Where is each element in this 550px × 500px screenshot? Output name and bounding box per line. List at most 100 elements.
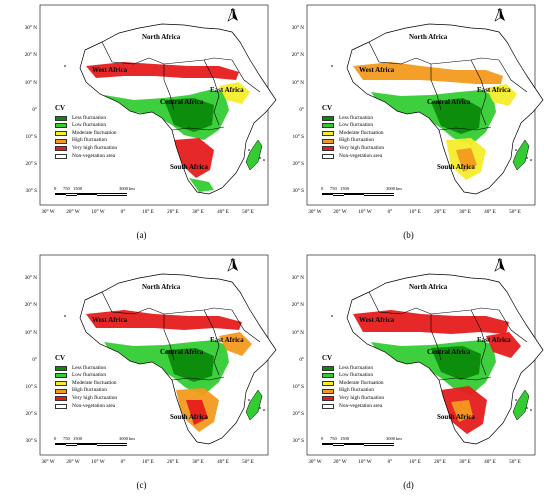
region-label-east: East Africa [477,86,511,94]
legend-swatch [55,131,67,137]
lat-label: 30° N [291,25,304,31]
vegetation-region [189,178,214,192]
island-dot [248,399,250,401]
legend-swatch [55,388,67,394]
lon-label: 10° E [142,459,154,465]
lon-label: 10° W [91,209,105,215]
legend-label: High fluctuation [339,387,374,394]
north-arrow-icon [494,257,505,272]
scale-label: 1500 [73,186,82,191]
vegetation-region [219,332,252,356]
lon-label: 50° E [509,459,521,465]
lat-label: 30° S [25,188,37,194]
legend-item: Non-vegetation area [322,403,384,411]
legend-label: Non-vegetation area [339,402,383,409]
legend-item: Less fluctuation [55,115,117,123]
legend-item: Low fluctuation [322,372,384,380]
lon-label: 0° [387,209,393,215]
lon-label: 10° W [358,209,372,215]
legend-swatch [55,123,67,129]
lon-label: 10° E [409,459,421,465]
lat-label: 20° S [25,411,37,417]
legend-label: Less fluctuation [72,114,106,121]
region-boundary [231,59,261,93]
legend-label: Less fluctuation [339,114,373,121]
legend-item: Less fluctuation [55,365,117,373]
island-dot [263,159,265,161]
scale-segment [364,193,394,196]
legend-label: Low fluctuation [339,122,373,129]
vegetation-region [164,98,214,132]
legend: CV Less fluctuation Low fluctuation Moderat… [55,354,118,410]
legend-item: Very high fluctuation [55,145,117,153]
continent-outline [79,23,277,195]
north-arrow-icon [227,257,238,272]
scale-segment [322,443,333,445]
legend-label: Non-vegetation area [72,152,116,159]
legend-item: Non-vegetation area [322,153,384,161]
north-arrow-icon [494,7,505,22]
legend-item: Low fluctuation [322,122,384,130]
region-boundary [498,59,528,93]
north-arrow: N [494,257,506,272]
legend-swatch [55,115,67,121]
legend-label: Low fluctuation [72,122,106,129]
lon-label: 20° W [333,459,347,465]
legend-swatch [322,396,334,402]
region-boundary [171,126,225,131]
legend-swatch [55,381,67,387]
region-label-south: South Africa [170,163,208,171]
lat-label: 10° N [24,330,37,336]
region-boundary [430,64,442,111]
madagascar [245,139,263,171]
lon-label: 20° E [434,459,446,465]
legend-label: Very high fluctuation [72,394,118,401]
region-boundary [163,314,175,361]
region-label-east: East Africa [210,86,244,94]
africa-map [306,4,544,206]
lat-label: 10° N [291,80,304,86]
scale-label: km [396,186,402,191]
scale-label: 750 [63,186,70,191]
scale-label: 0 [54,186,57,191]
island-dot [263,409,265,411]
legend-label: Low fluctuation [72,372,106,379]
lon-label: 40° E [484,459,496,465]
region-boundary [438,126,492,131]
legend-swatch [322,138,334,144]
scale-label: 3000 [386,186,395,191]
lon-label: 30° E [459,459,471,465]
vegetation-region [486,84,517,106]
legend-swatch [55,373,67,379]
lat-label: 0° [32,357,37,363]
scale-label: 3000 [386,436,395,441]
vegetation-region [86,62,239,80]
scale-label: 0 [321,186,324,191]
island-dot [515,399,517,401]
north-arrow: N [227,257,239,272]
legend-item: Moderate fluctuation [322,130,384,138]
lon-label: 50° E [242,459,254,465]
lat-label: 30° S [25,438,37,444]
vegetation-region [431,346,481,380]
region-boundary [498,309,528,343]
scale-bar: 0 750 1500 3000 km [321,186,404,198]
region-label-south: South Africa [437,163,475,171]
lat-label: 30° N [291,275,304,281]
scale-segment [322,193,333,195]
island-dot [331,315,333,317]
island-dot [515,149,517,151]
scale-label: 0 [321,436,324,441]
region-boundary [101,41,150,65]
vegetation-region [174,138,214,178]
legend-label: Moderate fluctuation [339,129,384,136]
region-boundary [368,291,417,315]
africa-map [39,254,277,456]
legend-item: Moderate fluctuation [55,130,117,138]
lat-label: 30° S [292,438,304,444]
panel-caption: (a) [136,230,147,240]
scale-label: 0 [54,436,57,441]
legend-swatch [322,373,334,379]
lat-label: 10° N [24,80,37,86]
scale-label: 750 [330,186,337,191]
